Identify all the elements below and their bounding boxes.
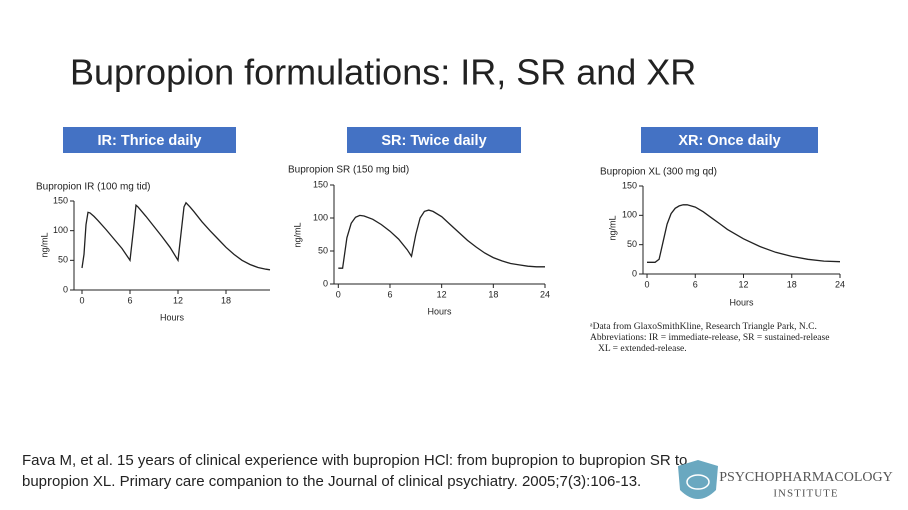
x-tick-label: 6 xyxy=(693,279,698,289)
y-tick-label: 0 xyxy=(632,268,637,278)
y-tick-label: 50 xyxy=(318,245,328,255)
x-axis-label: Hours xyxy=(160,312,185,322)
chart-title: Bupropion XL (300 mg qd) xyxy=(600,167,717,178)
y-tick-label: 150 xyxy=(622,180,637,190)
citation-line: bupropion XL. Primary care companion to … xyxy=(22,473,641,490)
y-axis-label: ng/mL xyxy=(39,232,49,257)
x-tick-label: 0 xyxy=(79,295,84,305)
footnote: ᵃData from GlaxoSmithKline, Research Tri… xyxy=(590,321,829,354)
heading-badge xyxy=(347,127,521,153)
logo: PSYCHOPHARMACOLOGY INSTITUTE xyxy=(678,460,893,500)
heading: XR: Once daily xyxy=(678,133,780,149)
x-tick-label: 6 xyxy=(127,295,132,305)
logo-text: INSTITUTE xyxy=(773,488,838,500)
x-tick-label: 12 xyxy=(173,295,183,305)
x-tick-label: 12 xyxy=(437,289,447,299)
x-tick-label: 18 xyxy=(787,279,797,289)
y-tick-label: 150 xyxy=(313,179,328,189)
data-line xyxy=(338,209,545,269)
y-axis-label: ng/mL xyxy=(607,215,617,240)
footnote-line: XL = extended-release. xyxy=(598,344,687,354)
y-tick-label: 50 xyxy=(627,239,637,249)
y-tick-label: 150 xyxy=(53,195,68,205)
y-tick-label: 50 xyxy=(58,255,68,265)
heading-badge xyxy=(641,127,818,153)
heading-badge xyxy=(63,127,236,153)
data-line xyxy=(647,204,841,263)
chart-title: Bupropion IR (100 mg tid) xyxy=(36,182,151,193)
footnote-line: ᵃData from GlaxoSmithKline, Research Tri… xyxy=(590,321,817,332)
chart: SR: Twice daily Bupropion SR (150 mg bid)… xyxy=(288,127,550,316)
logo-mark xyxy=(686,474,710,490)
y-tick-label: 0 xyxy=(63,284,68,294)
x-tick-label: 0 xyxy=(645,279,650,289)
chart: IR: Thrice daily Bupropion IR (100 mg tid… xyxy=(36,127,271,322)
x-tick-label: 18 xyxy=(488,289,498,299)
data-line xyxy=(81,201,271,271)
x-tick-label: 24 xyxy=(835,279,845,289)
chart-title: Bupropion SR (150 mg bid) xyxy=(288,165,409,176)
x-tick-label: 0 xyxy=(336,289,341,299)
footnote-line: Abbreviations: IR = immediate-release, S… xyxy=(590,333,829,343)
x-tick-label: 24 xyxy=(540,289,550,299)
y-axis-label: ng/mL xyxy=(292,222,302,247)
slide-title: Bupropion formulations: IR, SR and XR xyxy=(70,52,696,93)
x-tick-label: 18 xyxy=(221,295,231,305)
logo-text: PSYCHOPHARMACOLOGY xyxy=(719,470,892,485)
chart: XR: Once daily Bupropion XL (300 mg qd) 0 5… xyxy=(600,127,845,307)
x-axis-label: Hours xyxy=(729,297,754,307)
y-tick-label: 0 xyxy=(323,278,328,288)
y-tick-label: 100 xyxy=(622,210,637,220)
heading: IR: Thrice daily xyxy=(98,133,202,149)
x-axis-label: Hours xyxy=(427,306,452,316)
x-tick-label: 6 xyxy=(387,289,392,299)
y-tick-label: 100 xyxy=(53,225,68,235)
heading: SR: Twice daily xyxy=(381,133,486,149)
logo-shield xyxy=(678,460,718,499)
y-tick-label: 100 xyxy=(313,212,328,222)
x-tick-label: 12 xyxy=(739,279,749,289)
citation-line: Fava M, et al. 15 years of clinical expe… xyxy=(22,452,687,469)
